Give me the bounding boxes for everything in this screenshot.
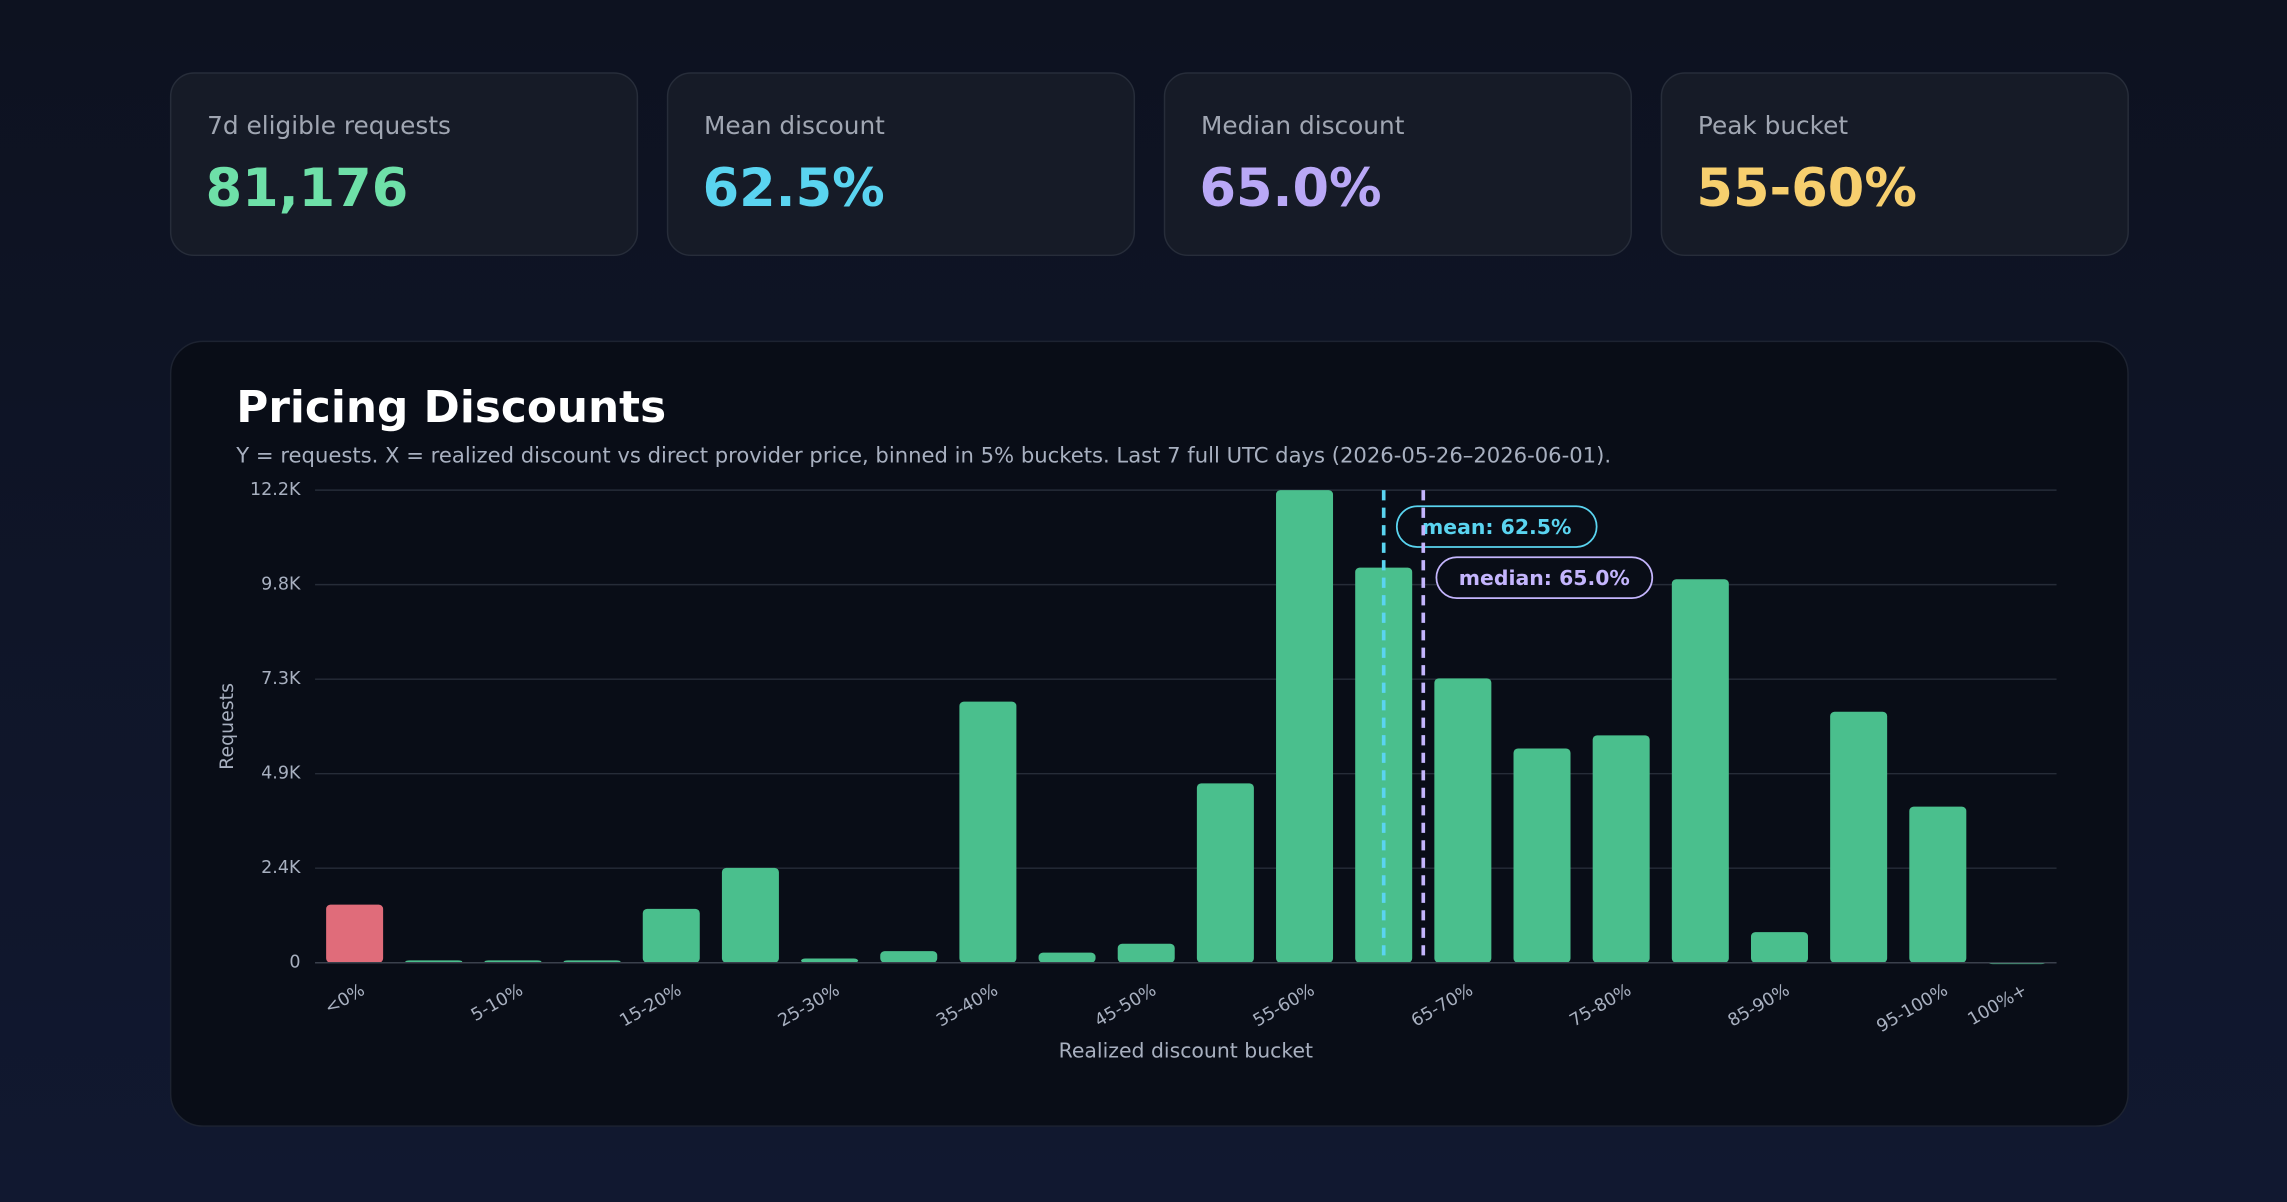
bar [326, 904, 384, 963]
bar [721, 867, 779, 963]
bar [1671, 579, 1729, 963]
annotation-label: mean: 62.5% [1422, 515, 1571, 539]
bar [1830, 711, 1888, 963]
bar [1117, 943, 1175, 963]
bar [1276, 490, 1334, 963]
bar [1434, 678, 1492, 963]
kpi-value: 81,176 [206, 158, 409, 219]
y-tick-label: 12.2K [250, 480, 301, 500]
kpi-value: 65.0% [1200, 158, 1382, 219]
kpi-label: Median discount [1201, 111, 1405, 140]
kpi-card [666, 72, 1136, 257]
annotation-label: median: 65.0% [1459, 566, 1630, 590]
y-tick-label: 4.9K [261, 764, 301, 784]
y-tick-label: 9.8K [261, 575, 301, 595]
bar [1038, 952, 1096, 963]
bar [880, 951, 938, 963]
kpi-label: Peak bucket [1698, 111, 1848, 140]
annotation-box [1395, 505, 1598, 548]
kpi-card [1163, 72, 1632, 257]
bar [801, 958, 859, 963]
y-tick-label: 2.4K [261, 858, 301, 878]
bar [1909, 806, 1967, 963]
chart-title: Pricing Discounts [236, 382, 666, 433]
annotation-box [1435, 556, 1654, 599]
bar [1592, 735, 1650, 963]
kpi-label: Mean discount [704, 111, 885, 140]
kpi-card [169, 72, 639, 257]
bar [1355, 567, 1413, 963]
kpi-value: 55-60% [1696, 158, 1917, 219]
y-tick-label: 0 [289, 953, 300, 973]
bar [642, 908, 700, 963]
y-tick-label: 7.3K [261, 669, 301, 689]
bar [1196, 783, 1254, 963]
kpi-value: 62.5% [703, 158, 885, 219]
chart-subtitle: Y = requests. X = realized discount vs d… [235, 443, 1611, 468]
y-axis-label: Requests [216, 683, 238, 770]
bar [1750, 932, 1808, 963]
x-axis-label: Realized discount bucket [1059, 1039, 1313, 1063]
kpi-label: 7d eligible requests [207, 111, 451, 140]
bar [1513, 748, 1571, 963]
bar [959, 701, 1017, 963]
kpi-card [1660, 72, 2129, 257]
